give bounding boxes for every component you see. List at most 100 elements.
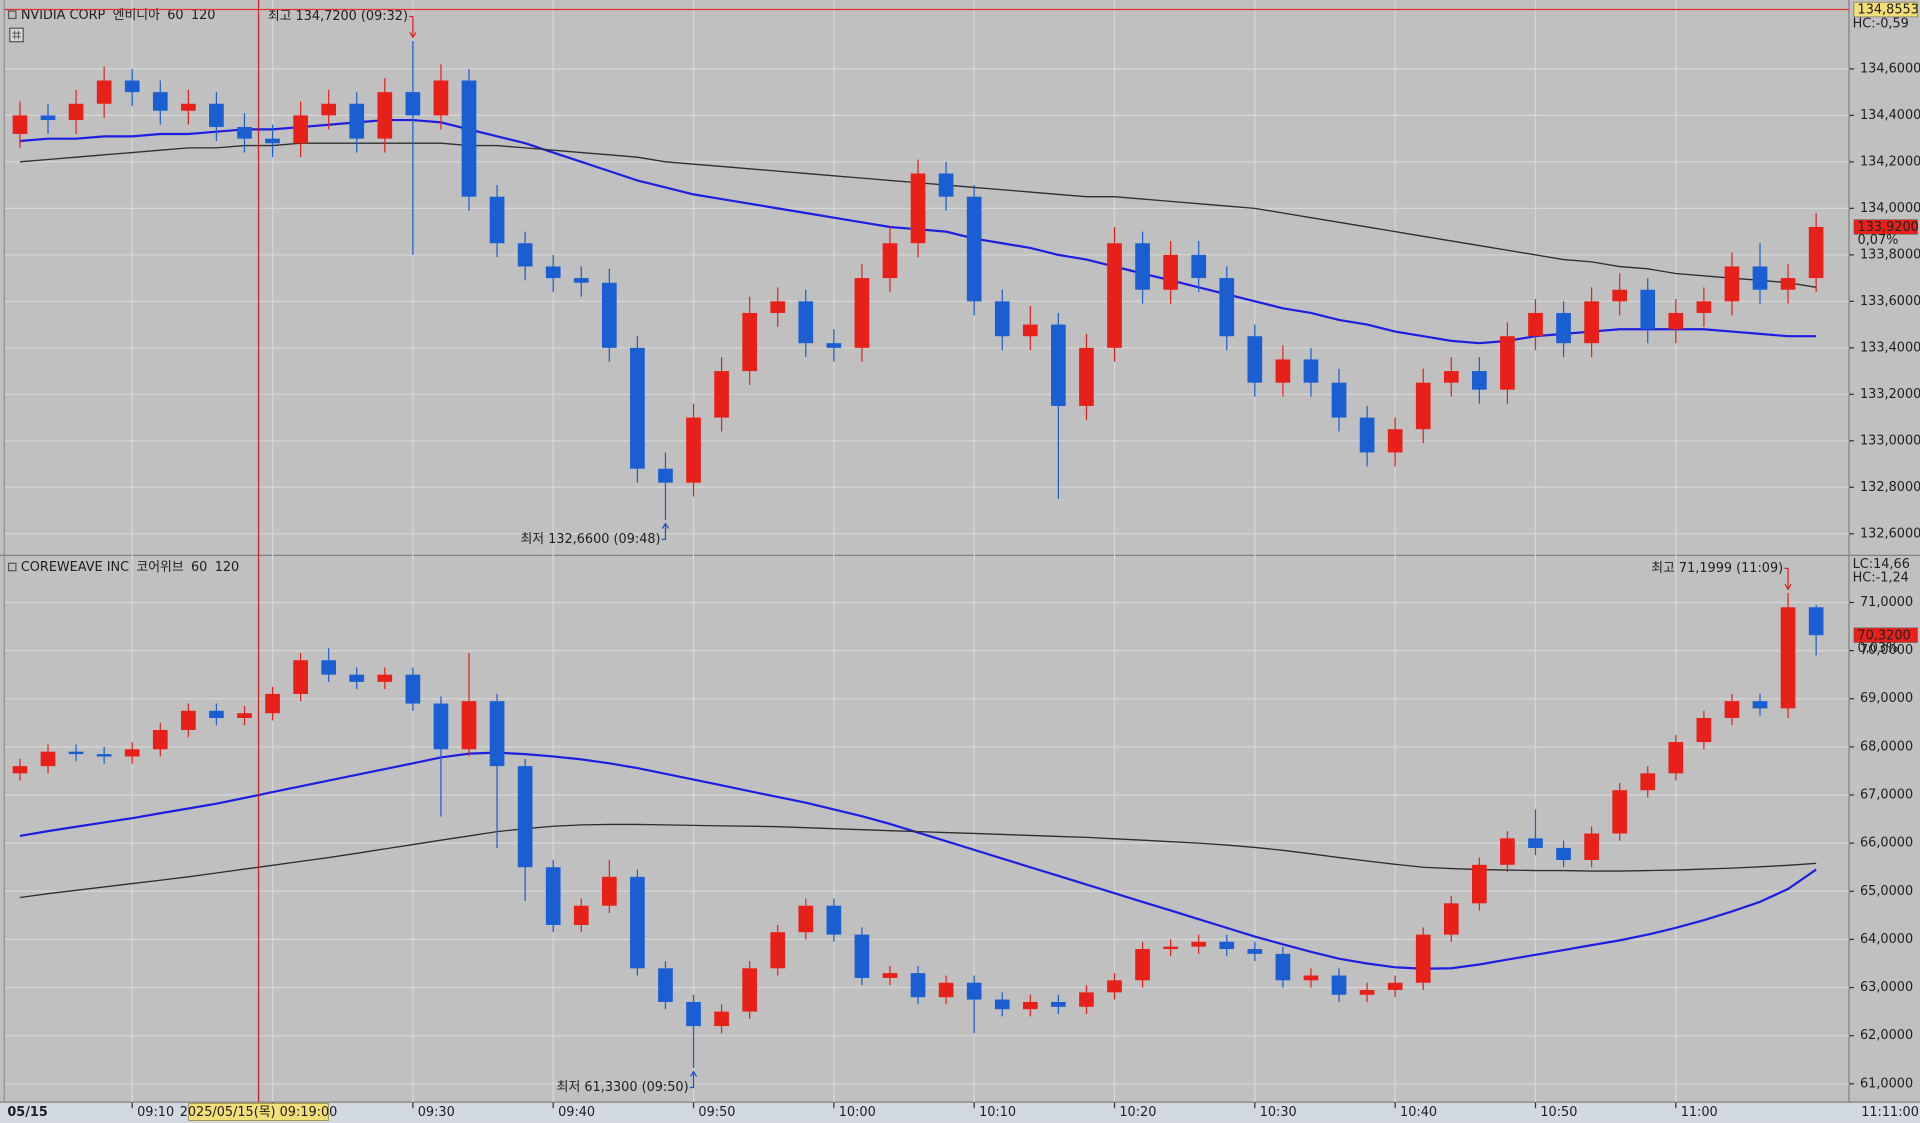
candle-body	[181, 710, 196, 731]
price-box-label: 133,9200	[1858, 220, 1919, 235]
price-tick-label: 133,0000	[1860, 433, 1920, 448]
price-tick-label: 71,0000	[1860, 595, 1913, 610]
candle-body	[573, 278, 589, 283]
price-box-label: 70,3200	[1858, 628, 1911, 643]
candle-body	[1443, 371, 1459, 383]
panel-title: COREWEAVE INC	[21, 560, 129, 575]
candle-body	[209, 710, 224, 718]
candle-body	[1752, 266, 1768, 290]
candle-body	[433, 80, 449, 116]
price-tick-label: 61,0000	[1860, 1076, 1913, 1091]
time-tick-label: 11:00	[1681, 1105, 1718, 1120]
axis-note: HC:-0,59	[1853, 17, 1909, 32]
price-box	[1853, 627, 1918, 643]
candle-body	[1612, 289, 1628, 302]
candle-body	[854, 278, 870, 348]
candle-body	[1724, 701, 1740, 718]
candle-body	[1163, 254, 1178, 290]
candle-body	[209, 103, 224, 128]
candle-body	[994, 999, 1010, 1010]
candle-body	[489, 701, 505, 767]
candle-body	[1135, 243, 1150, 290]
extreme-arrow	[1784, 567, 1792, 591]
candle-body	[1135, 949, 1150, 981]
candle-body	[1556, 312, 1571, 344]
time-tick-label: 10:50	[1540, 1105, 1577, 1120]
candle-body	[293, 115, 308, 144]
candle-body	[1219, 278, 1235, 337]
price-tick-label: 62,0000	[1860, 1028, 1913, 1043]
candle-body	[1079, 992, 1094, 1007]
candle-body	[1303, 359, 1319, 383]
candle-body	[1331, 382, 1347, 418]
time-tick-label: 09:10	[137, 1105, 174, 1120]
candle-body	[714, 1011, 729, 1027]
candle-body	[1780, 278, 1796, 290]
time-tick-label: 10:10	[979, 1105, 1016, 1120]
price-tick-label: 63,0000	[1860, 980, 1913, 995]
extreme-label: 최저 132,6600 (09:48)	[520, 532, 660, 547]
candle-body	[489, 196, 505, 244]
time-tick-label: 09:50	[698, 1105, 735, 1120]
time-tick-label: 09:30	[418, 1105, 455, 1120]
candle-body	[1107, 243, 1122, 348]
candle-body	[1472, 864, 1487, 904]
candle-body	[321, 103, 337, 116]
candle-body	[966, 196, 982, 302]
candle-body	[1359, 989, 1375, 995]
candle-body	[1387, 982, 1403, 990]
candle-body	[1808, 607, 1824, 636]
candle-body	[1668, 312, 1684, 330]
candle-body	[1387, 429, 1403, 453]
price-tick-label: 67,0000	[1860, 788, 1913, 803]
candle-body	[517, 243, 533, 267]
candle-body	[938, 982, 954, 998]
extreme-arrow	[409, 15, 417, 39]
candle-body	[68, 103, 84, 121]
time-tick-label: 10:40	[1400, 1105, 1437, 1120]
candle-body	[1556, 847, 1571, 860]
candle-body	[96, 754, 112, 757]
candle-body	[630, 347, 645, 469]
candle-body	[798, 301, 814, 344]
candle-body	[124, 80, 140, 93]
candle-body	[742, 312, 758, 372]
candle-body	[461, 80, 477, 197]
candle-body	[601, 876, 617, 906]
candle-body	[630, 876, 645, 969]
price-tick-label: 66,0000	[1860, 836, 1913, 851]
candle-body	[1415, 934, 1431, 983]
candle-body	[1247, 949, 1263, 954]
legend-entry: 60	[191, 560, 207, 575]
candle-body	[601, 282, 617, 348]
time-tick-label: 09:40	[558, 1105, 595, 1120]
candle-body	[1247, 336, 1263, 383]
candle-body	[1051, 324, 1066, 406]
candle-body	[882, 243, 898, 279]
legend-entry: 120	[191, 8, 216, 23]
panel-title: NVIDIA CORP	[21, 8, 106, 23]
panel-subtitle: 엔비디아	[113, 8, 160, 23]
candle-body	[910, 173, 926, 244]
candle-body	[40, 751, 56, 767]
candle-body	[1275, 359, 1291, 383]
candle-body	[1022, 324, 1038, 337]
price-tick-label: 133,4000	[1860, 340, 1920, 355]
panel-subtitle: 코어위브	[136, 560, 183, 575]
candle-body	[1107, 980, 1122, 993]
tool-button[interactable]	[9, 27, 24, 43]
candle-body	[1443, 903, 1459, 935]
candle-body	[1640, 289, 1656, 330]
price-box	[1853, 219, 1918, 235]
candle-body	[124, 749, 140, 757]
price-tick-label: 134,0000	[1860, 201, 1920, 216]
candle-body	[265, 138, 280, 144]
candle-body	[321, 660, 337, 675]
candle-body	[1163, 946, 1178, 950]
candle-body	[545, 867, 561, 925]
time-axis-strip	[0, 1102, 1920, 1123]
candle-body	[1696, 717, 1712, 743]
price-tick-label: 134,4000	[1860, 108, 1920, 123]
date-label: 05/15	[7, 1105, 48, 1120]
